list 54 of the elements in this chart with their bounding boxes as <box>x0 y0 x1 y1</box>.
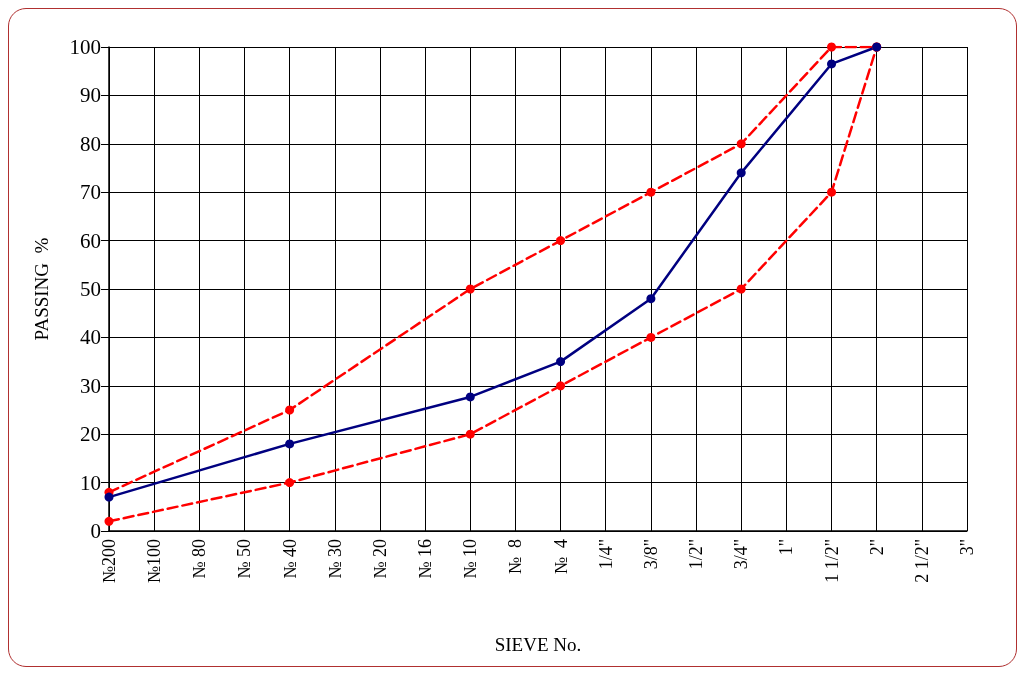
x-tick-label: 1 1/2" <box>821 539 842 583</box>
y-tick-label: 40 <box>80 325 101 350</box>
y-tick-label: 90 <box>80 83 101 108</box>
x-tick-label: № 4 <box>550 539 571 575</box>
point <box>736 168 746 178</box>
y-tick-label: 70 <box>80 180 101 205</box>
point <box>646 332 656 342</box>
point <box>556 236 566 246</box>
x-tick-label: 1/4" <box>595 539 616 570</box>
y-tick-label: 60 <box>80 228 101 253</box>
y-tick-label: 80 <box>80 131 101 156</box>
x-tick-label: № 80 <box>189 539 210 579</box>
y-tick-label: 0 <box>90 519 101 543</box>
point <box>646 294 656 304</box>
x-tick-label: 1" <box>776 539 797 556</box>
point <box>827 187 837 197</box>
point <box>556 357 566 367</box>
frame: PASSING % SIEVE No. 0 10 20 30 40 50 60 70 80 90 100 №200 №100 № 80 № 50 № 40 № 30 № 20 № 16 № 10 № 8 № 4 1/4" 3/8" 1/2" 3/4" 1" 1 1/2" 2" 2 1/2" 3" <box>8 8 1017 667</box>
x-tick-label: 3/8" <box>640 539 661 570</box>
y-axis-title: PASSING % <box>31 237 52 341</box>
point <box>465 429 475 439</box>
point <box>465 284 475 294</box>
point <box>827 42 837 52</box>
x-tick-label: №200 <box>99 539 119 584</box>
point <box>285 439 295 449</box>
x-tick-label: 2" <box>866 539 887 556</box>
x-tick-label: 3/4" <box>731 539 752 570</box>
y-tick-label: 30 <box>80 373 101 398</box>
x-tick-label: №100 <box>144 539 165 584</box>
y-tick-label: 50 <box>80 277 101 301</box>
point <box>465 392 475 402</box>
x-tick-label: № 8 <box>505 539 526 575</box>
point <box>736 139 746 149</box>
x-tick-label: № 50 <box>234 539 255 579</box>
x-tick-label: № 16 <box>415 539 436 579</box>
x-tick-label: 1/2" <box>686 539 707 570</box>
x-tick-label: № 20 <box>369 539 390 579</box>
y-tick-label: 100 <box>69 35 101 59</box>
x-tick-label: № 30 <box>324 539 345 579</box>
point <box>827 59 837 69</box>
y-tick-label: 10 <box>80 470 101 495</box>
point <box>736 284 746 294</box>
point <box>285 405 295 415</box>
point <box>104 492 114 502</box>
x-tick-label: № 40 <box>279 539 300 579</box>
x-tick-label: № 10 <box>460 539 481 579</box>
point <box>285 478 295 488</box>
x-tick-label: 2 1/2" <box>911 539 932 583</box>
y-tick-label: 20 <box>80 422 101 447</box>
x-axis-title: SIEVE No. <box>494 634 582 655</box>
point <box>104 516 114 526</box>
point <box>556 381 566 391</box>
x-tick-label: 3" <box>957 539 977 556</box>
point <box>646 187 656 197</box>
